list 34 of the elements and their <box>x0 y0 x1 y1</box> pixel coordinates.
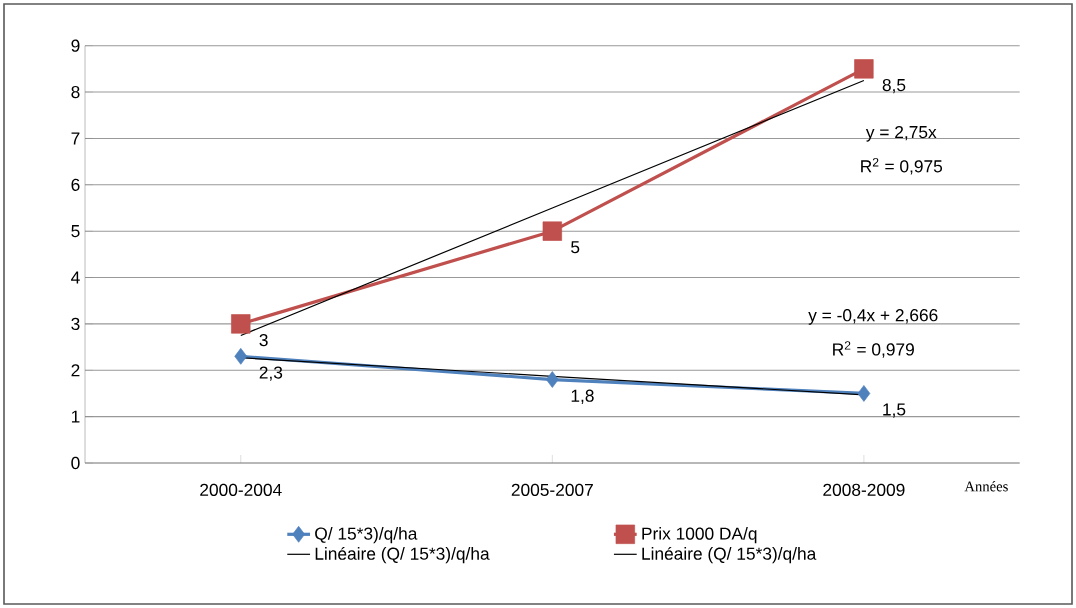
data-label: 1,5 <box>883 403 906 418</box>
x-axis-title: Années <box>964 481 1008 492</box>
point <box>234 348 248 365</box>
point <box>545 371 559 388</box>
annotation: R$^{2}$ = 0,975 <box>861 158 943 175</box>
y-tick-label: 0 <box>71 456 80 470</box>
x-tick-label: 2008-2009 <box>823 483 905 496</box>
y-tick-label: 6 <box>71 178 80 191</box>
legend-label: Linéaire (Q/ 15*3)/q/ha <box>315 546 490 564</box>
data-label: 8,5 <box>882 78 906 94</box>
y-tick-label: 3 <box>71 317 80 331</box>
y-tick-label: 1 <box>71 410 80 423</box>
point <box>231 314 251 334</box>
y-tick-label: 5 <box>71 225 80 238</box>
y-tick-label: 9 <box>71 39 80 52</box>
data-label: 1,8 <box>571 389 594 404</box>
y-tick-label: 8 <box>71 85 80 99</box>
data-label: 3 <box>259 333 268 347</box>
y-tick-label: 2 <box>71 364 80 377</box>
point <box>857 385 871 402</box>
legend-label: Linéaire (Q/ 15*3)/q/ha <box>642 546 817 564</box>
legend-label: Q/ 15*3)/q/ha <box>315 527 418 544</box>
data-label: 2,3 <box>259 366 283 381</box>
point <box>854 59 874 79</box>
y-tick-label: 4 <box>71 271 80 284</box>
data-label: 5 <box>571 241 580 254</box>
legend-label: Prix 1000 DA/q <box>642 527 757 544</box>
x-tick-label: 2000-2004 <box>200 483 282 496</box>
annotation: y = 2,75x <box>865 125 937 142</box>
annotation: y = -0,4x + 2,666 <box>808 309 938 325</box>
y-tick-label: 7 <box>71 132 80 145</box>
annotation: R$^{2}$ = 0,979 <box>833 341 914 358</box>
x-tick-label: 2005-2007 <box>511 483 593 496</box>
point <box>542 221 563 241</box>
